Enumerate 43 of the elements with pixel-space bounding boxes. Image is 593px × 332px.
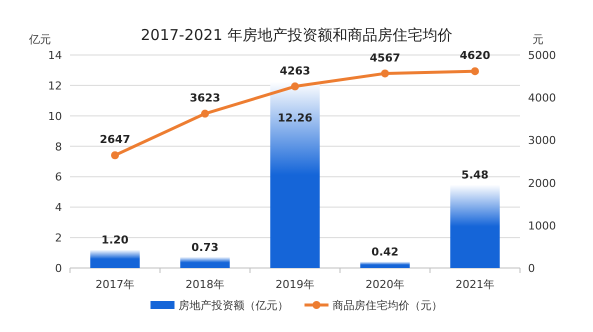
y2-tick-label: 5000 [528, 49, 556, 62]
data-label: 4620 [460, 49, 491, 62]
x-tick-label: 2019年 [276, 278, 314, 291]
y2-tick-label: 0 [528, 262, 535, 275]
point [201, 110, 209, 118]
bar [360, 262, 410, 268]
data-label: 2647 [100, 133, 130, 146]
chart-title: 2017-2021 年房地产投资额和商品房住宅均价 [140, 26, 452, 44]
data-label: 4263 [280, 64, 310, 78]
x-tick-label: 2018年 [186, 278, 224, 291]
x-tick-label: 2020年 [366, 278, 404, 291]
y-axis-title: 亿元 [28, 33, 51, 46]
bar [90, 250, 140, 268]
y-tick-label: 4 [55, 201, 62, 214]
x-tick-label: 2017年 [96, 278, 134, 291]
y-tick-label: 10 [48, 110, 62, 123]
y-tick-label: 14 [48, 49, 62, 62]
legend-label: 商品房住宅均价（元） [332, 299, 442, 312]
legend-label: 房地产投资额（亿元） [178, 299, 288, 312]
y-tick-label: 6 [55, 170, 62, 184]
y2-tick-label: 1000 [528, 219, 556, 232]
data-label: 0.42 [371, 246, 399, 259]
y-tick-label: 2 [55, 232, 62, 245]
y-tick-label: 0 [55, 262, 62, 275]
y2-tick-label: 2000 [528, 176, 556, 190]
y-tick-label: 12 [48, 79, 62, 92]
point [291, 82, 299, 90]
point [471, 67, 479, 76]
data-label: 0.73 [191, 240, 219, 254]
data-label: 12.26 [278, 111, 313, 124]
point [381, 69, 389, 78]
bar [450, 184, 500, 268]
x-tick-label: 2021年 [456, 278, 494, 291]
point [111, 151, 119, 160]
data-label: 4567 [370, 51, 400, 64]
y2-tick-label: 3000 [528, 134, 556, 148]
y2-tick-label: 4000 [528, 92, 556, 105]
data-label: 5.48 [461, 168, 489, 182]
data-label: 1.20 [101, 234, 129, 247]
y-tick-label: 8 [55, 140, 62, 154]
data-label: 3623 [190, 92, 220, 105]
bar [180, 256, 230, 268]
y2-axis-title: 元 [532, 33, 544, 46]
